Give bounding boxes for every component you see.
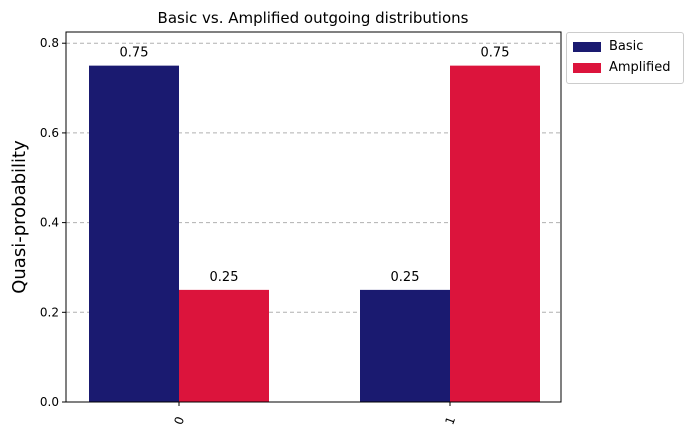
bar-basic-1: [360, 289, 450, 402]
x-tick-label: 0: [171, 415, 187, 427]
y-tick-label: 0.4: [40, 216, 59, 230]
data-label: 0.25: [391, 270, 420, 285]
y-axis: 0.0 0.2 0.4 0.6 0.8: [40, 36, 66, 409]
data-label: 0.25: [210, 270, 239, 285]
plot-frame: [65, 31, 562, 403]
bar-basic-0: [89, 65, 179, 403]
data-label: 0.75: [481, 46, 510, 61]
y-axis-label: Quasi-probability: [9, 140, 30, 294]
legend-label-amplified: Amplified: [609, 60, 671, 75]
x-tick-label: 1: [442, 415, 458, 427]
legend-item-amplified: Amplified: [573, 60, 670, 75]
legend-label-basic: Basic: [609, 39, 644, 54]
bar-amplified-1: [450, 65, 540, 403]
data-labels: 0.75 0.25 0.25 0.75: [120, 46, 510, 285]
legend-item-basic: Basic: [573, 39, 643, 54]
y-tick-label: 0.2: [40, 305, 59, 319]
bar-amplified-0: [179, 289, 269, 402]
y-tick-label: 0.8: [40, 36, 59, 50]
legend-swatch-basic: [573, 41, 601, 52]
chart-title: Basic vs. Amplified outgoing distributio…: [158, 9, 469, 27]
y-tick-label: 0.6: [40, 126, 59, 140]
legend-swatch-amplified: [573, 62, 601, 73]
bars: [89, 65, 540, 403]
gridlines: [66, 42, 561, 313]
legend: Basic Amplified: [566, 32, 684, 84]
data-label: 0.75: [120, 46, 149, 61]
y-tick-label: 0.0: [40, 395, 59, 409]
